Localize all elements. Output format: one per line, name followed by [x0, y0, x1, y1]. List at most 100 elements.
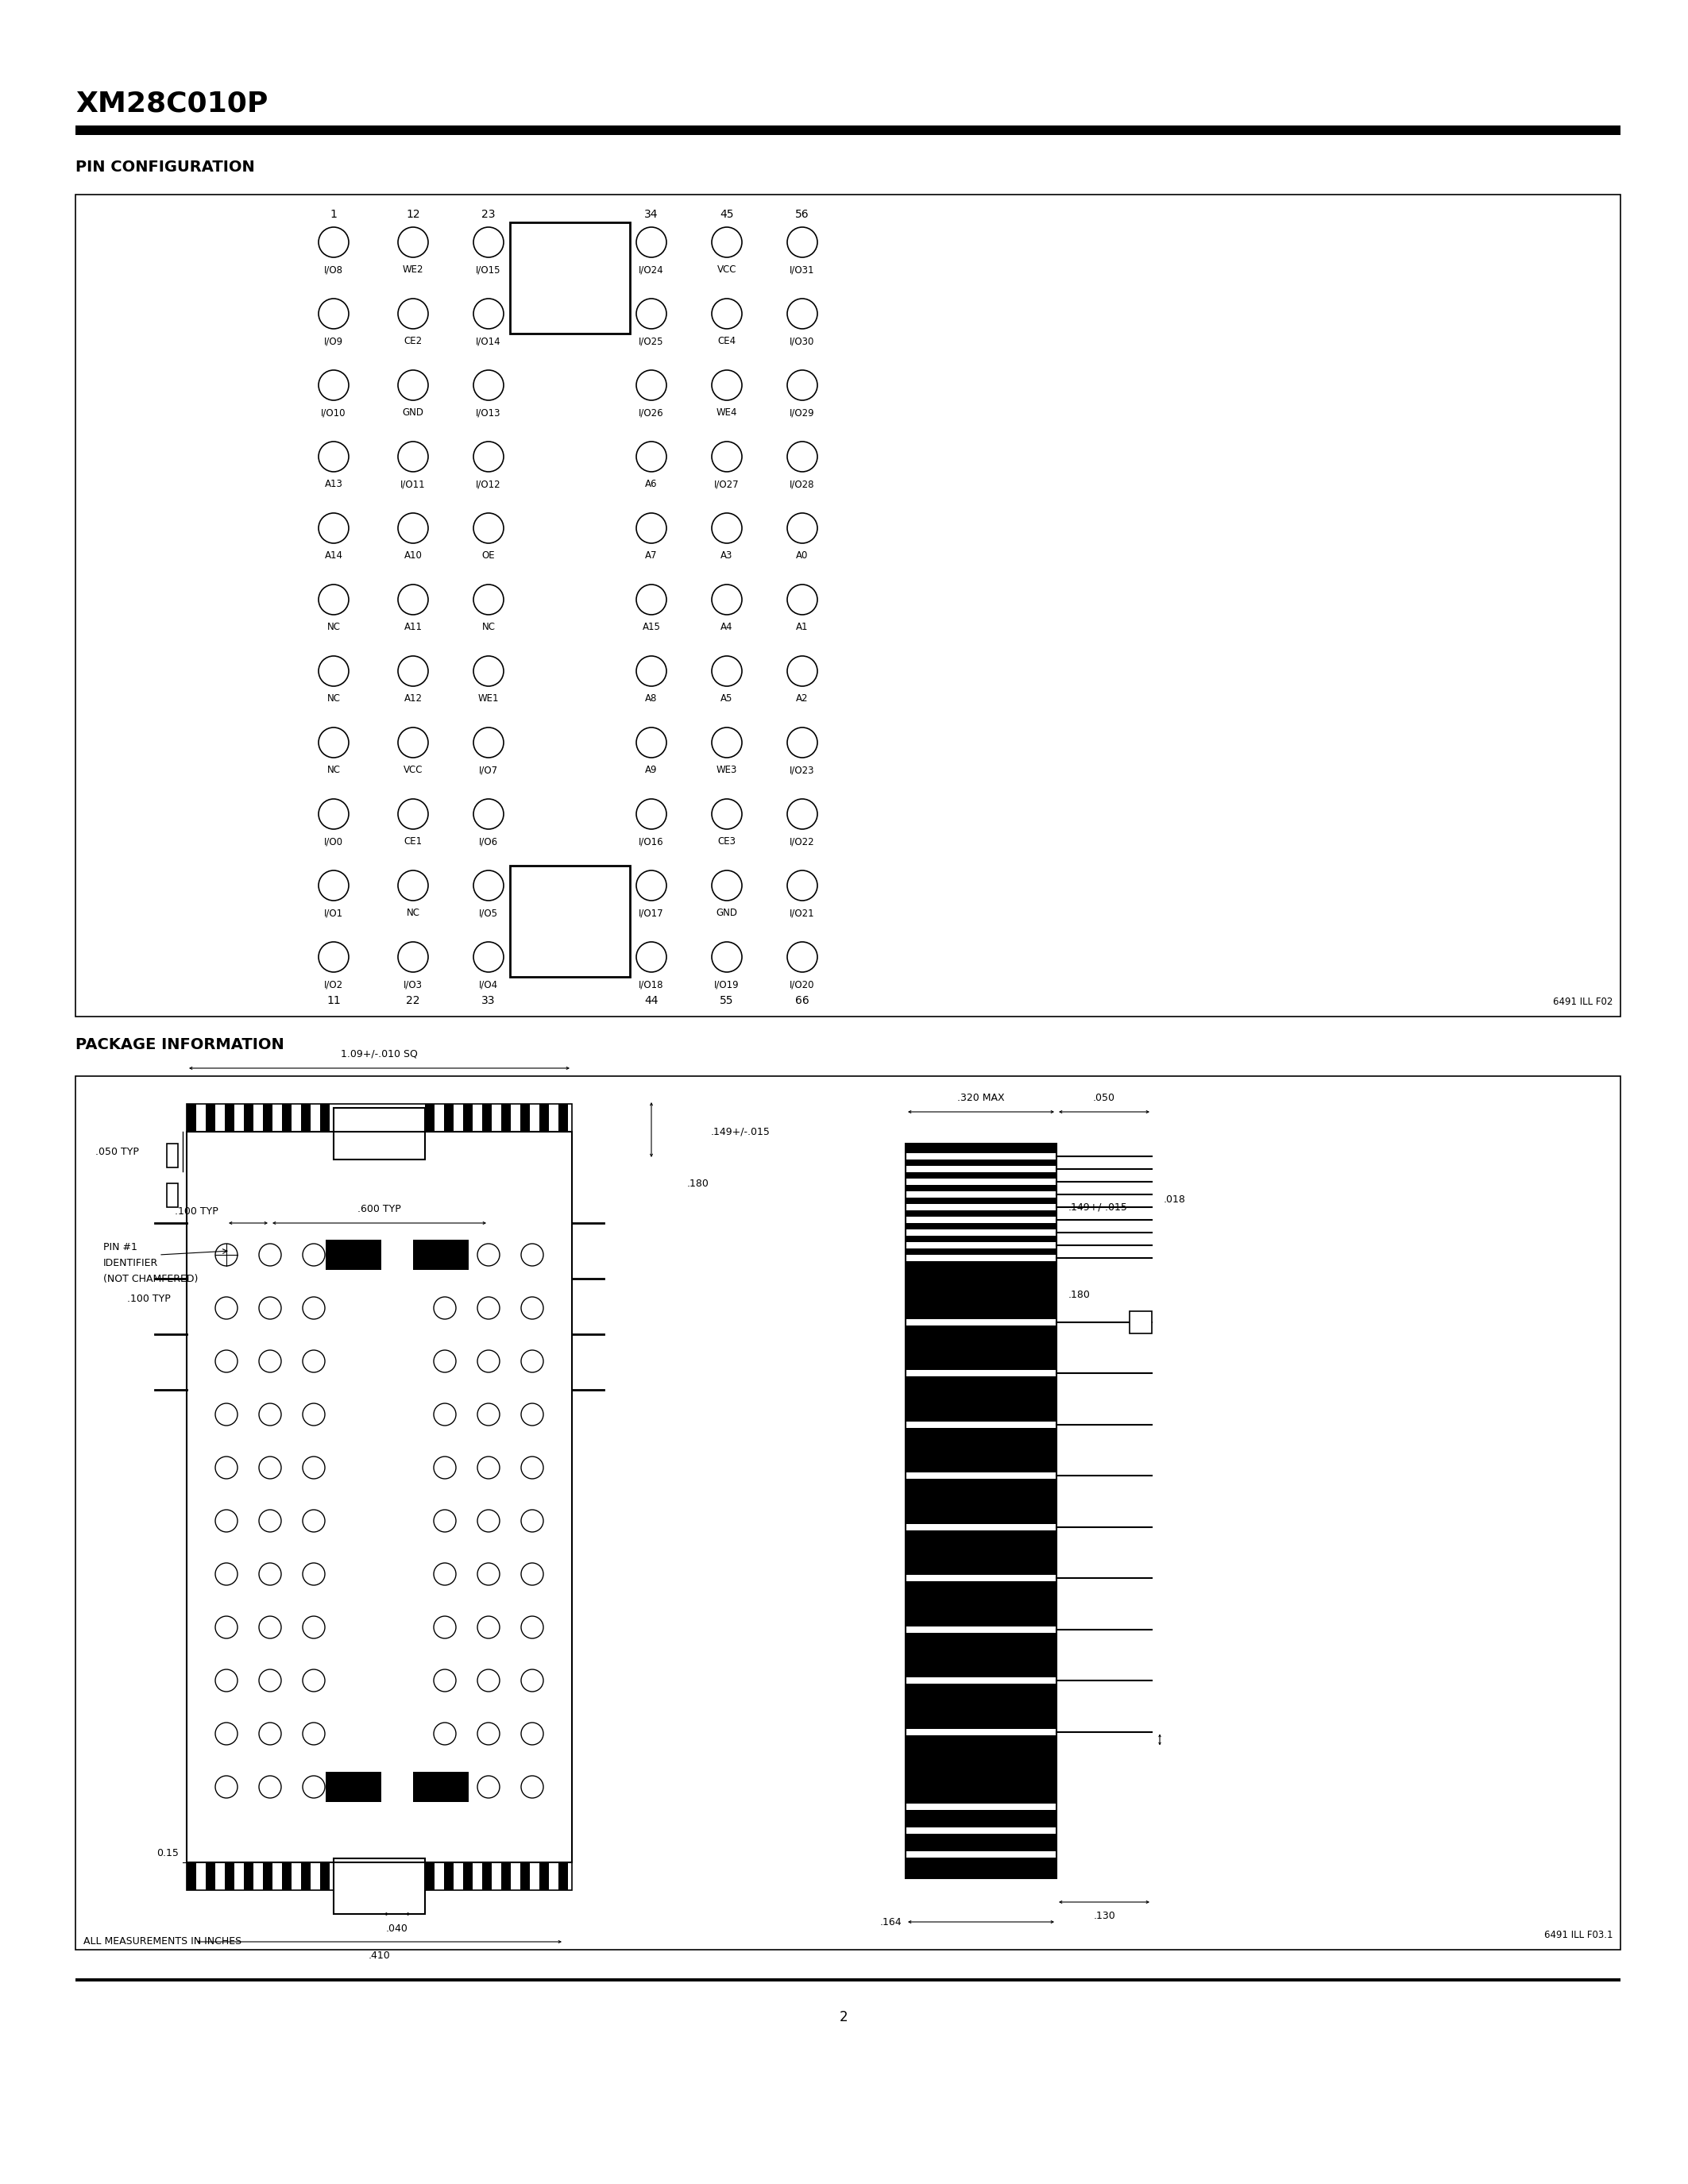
Bar	[510, 223, 630, 334]
Text: GND: GND	[402, 408, 424, 417]
Text: CE2: CE2	[403, 336, 422, 347]
Text: .040: .040	[387, 1924, 408, 1933]
Text: NC: NC	[327, 622, 341, 631]
Bar	[501, 1103, 511, 1131]
Bar	[263, 1103, 272, 1131]
Text: I/O15: I/O15	[476, 264, 501, 275]
Bar	[187, 1863, 196, 1889]
Bar	[520, 1103, 530, 1131]
Bar	[225, 1103, 235, 1131]
Bar	[905, 1271, 1057, 1782]
Text: 12: 12	[407, 210, 420, 221]
Text: I/O1: I/O1	[324, 909, 343, 917]
Bar	[334, 1107, 425, 1160]
Text: I/O26: I/O26	[638, 408, 663, 417]
Text: A9: A9	[645, 764, 658, 775]
Text: I/O3: I/O3	[403, 978, 422, 989]
Text: PIN CONFIGURATION: PIN CONFIGURATION	[76, 159, 255, 175]
Bar	[300, 1863, 311, 1889]
Text: I/O18: I/O18	[638, 978, 663, 989]
Text: I/O17: I/O17	[638, 909, 663, 917]
Bar	[905, 1203, 1057, 1210]
Text: OE: OE	[483, 550, 495, 561]
Bar	[225, 1863, 235, 1889]
Bar	[76, 1979, 1620, 1981]
Bar	[243, 1103, 253, 1131]
Text: (NOT CHAMFERED): (NOT CHAMFERED)	[103, 1273, 197, 1284]
Text: .320 MAX: .320 MAX	[957, 1092, 1004, 1103]
Text: 6491 ILL F02: 6491 ILL F02	[1553, 996, 1612, 1007]
Bar	[905, 1243, 1057, 1249]
Bar	[463, 1863, 473, 1889]
Bar	[905, 1256, 1057, 1260]
Text: .018: .018	[1163, 1195, 1187, 1203]
Bar	[501, 1863, 511, 1889]
Text: A1: A1	[797, 622, 809, 631]
Bar	[187, 1863, 572, 1889]
Text: 56: 56	[795, 210, 809, 221]
Text: 11: 11	[326, 996, 341, 1007]
Bar	[206, 1103, 216, 1131]
Bar	[76, 1077, 1620, 1950]
Bar	[905, 1575, 1057, 1581]
Bar	[905, 1422, 1057, 1428]
Text: I/O25: I/O25	[638, 336, 663, 347]
Text: .050 TYP: .050 TYP	[96, 1147, 138, 1158]
Bar	[905, 1472, 1057, 1479]
Text: NC: NC	[407, 909, 420, 917]
Bar	[905, 1216, 1057, 1223]
Bar	[540, 1103, 549, 1131]
Bar	[905, 1677, 1057, 1684]
Bar	[321, 1863, 329, 1889]
Bar	[905, 1166, 1057, 1173]
Bar	[510, 865, 630, 976]
Text: IDENTIFIER: IDENTIFIER	[103, 1258, 159, 1269]
Bar	[905, 1369, 1057, 1376]
Text: A4: A4	[721, 622, 733, 631]
Text: WE1: WE1	[478, 692, 500, 703]
Text: I/O28: I/O28	[790, 478, 815, 489]
Bar	[76, 124, 1620, 135]
Text: A5: A5	[721, 692, 733, 703]
Text: NC: NC	[481, 622, 495, 631]
Bar	[905, 1828, 1057, 1835]
Text: PIN #1: PIN #1	[103, 1243, 137, 1251]
Bar	[444, 1863, 454, 1889]
Text: GND: GND	[716, 909, 738, 917]
Bar	[1129, 1310, 1151, 1332]
Text: WE3: WE3	[716, 764, 738, 775]
Text: VCC: VCC	[403, 764, 422, 775]
Text: A0: A0	[797, 550, 809, 561]
Text: .600 TYP: .600 TYP	[358, 1203, 402, 1214]
Bar	[206, 1863, 216, 1889]
Text: .180: .180	[1069, 1289, 1090, 1299]
Text: .149+/-.015: .149+/-.015	[1069, 1201, 1128, 1212]
Text: 22: 22	[407, 996, 420, 1007]
Bar	[414, 1241, 469, 1269]
Text: I/O19: I/O19	[714, 978, 739, 989]
Text: 0.15: 0.15	[157, 1848, 179, 1859]
Text: I/O27: I/O27	[714, 478, 739, 489]
Bar	[905, 1230, 1057, 1236]
Text: I/O24: I/O24	[638, 264, 663, 275]
Text: A10: A10	[403, 550, 422, 561]
Text: I/O9: I/O9	[324, 336, 343, 347]
Text: WE2: WE2	[402, 264, 424, 275]
Text: I/O8: I/O8	[324, 264, 343, 275]
Text: A13: A13	[324, 478, 343, 489]
Text: NC: NC	[327, 764, 341, 775]
Text: A7: A7	[645, 550, 658, 561]
Bar	[425, 1103, 434, 1131]
Bar	[905, 1144, 1057, 1878]
Bar	[326, 1771, 381, 1802]
Bar	[425, 1863, 434, 1889]
Text: I/O0: I/O0	[324, 836, 343, 847]
Text: A3: A3	[721, 550, 733, 561]
Text: 66: 66	[795, 996, 809, 1007]
Text: I/O20: I/O20	[790, 978, 815, 989]
Bar	[905, 1179, 1057, 1186]
Bar	[905, 1782, 1057, 1878]
Text: I/O4: I/O4	[479, 978, 498, 989]
Bar	[263, 1863, 272, 1889]
Text: I/O31: I/O31	[790, 264, 815, 275]
